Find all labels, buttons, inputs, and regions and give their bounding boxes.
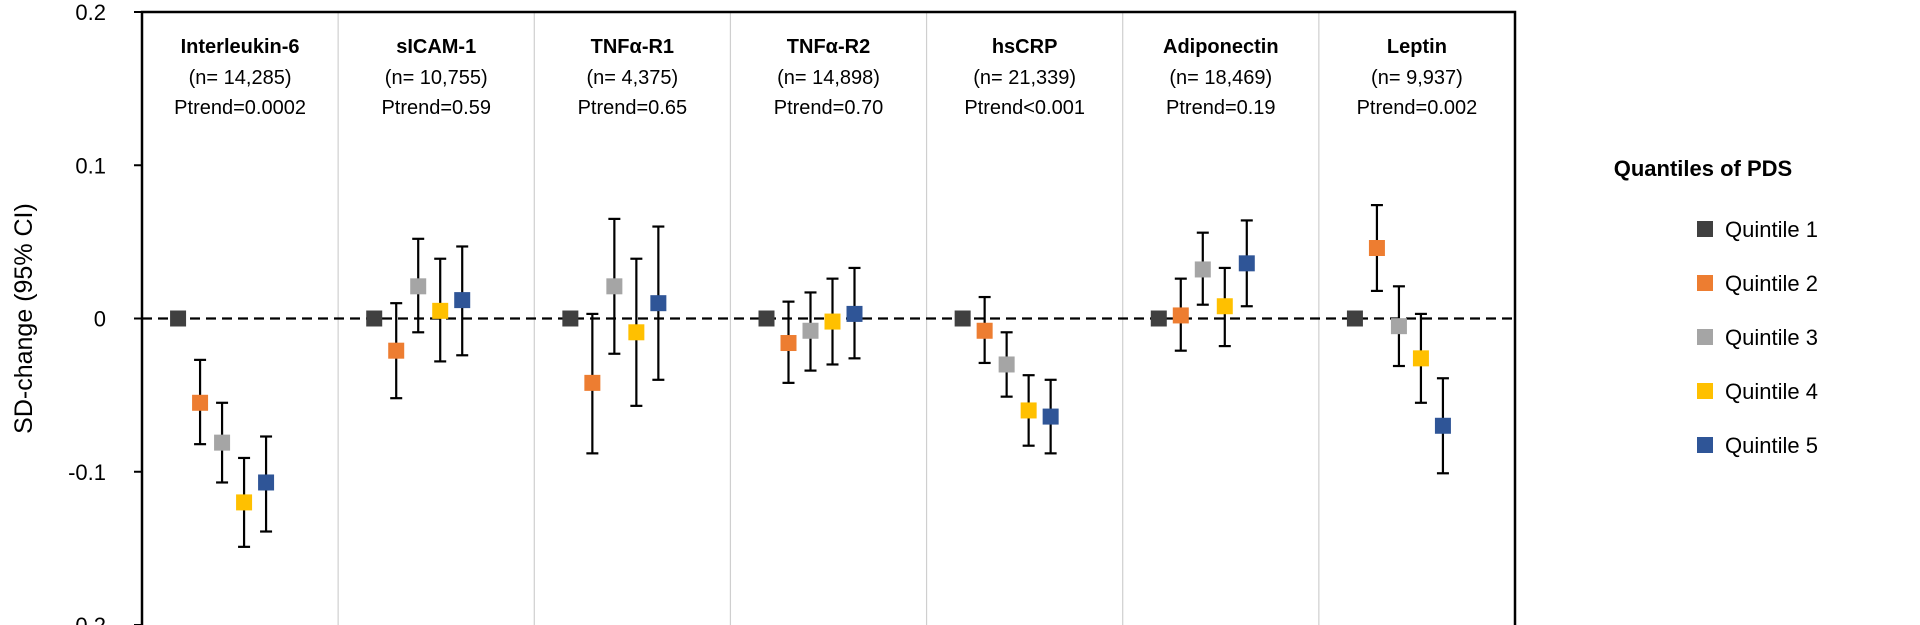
point-quintile-1 xyxy=(758,310,775,327)
point-quintile-3 xyxy=(1390,318,1407,335)
legend-swatch-quintile-3 xyxy=(1697,329,1713,345)
legend-title: Quantiles of PDS xyxy=(1614,156,1792,181)
y-tick-label: 0.2 xyxy=(75,0,106,25)
panel-ptrend: Ptrend=0.002 xyxy=(1357,97,1478,119)
y-axis-label: SD-change (95% CI) xyxy=(10,203,38,434)
point-quintile-1 xyxy=(1346,310,1363,327)
y-tick-label: -0.1 xyxy=(68,460,106,485)
legend-swatch-quintile-4 xyxy=(1697,383,1713,399)
panel-ptrend: Ptrend=0.0002 xyxy=(174,97,306,119)
legend-label-quintile-5: Quintile 5 xyxy=(1725,433,1818,458)
legend: Quantiles of PDS Quintile 1 Quintile 2 Qui… xyxy=(1614,156,1818,458)
point-quintile-1 xyxy=(1150,310,1167,327)
panel-n: (n= 21,339) xyxy=(973,67,1076,89)
panel-n: (n= 18,469) xyxy=(1169,67,1272,89)
plot-frame xyxy=(140,10,1517,625)
legend-label-quintile-2: Quintile 2 xyxy=(1725,271,1818,296)
panel-title: sICAM-1 xyxy=(396,36,476,58)
panel-n: (n= 4,375) xyxy=(586,67,678,89)
panel-title: TNFα-R2 xyxy=(787,36,870,58)
panel-sicam-1: sICAM-1 (n= 10,755) Ptrend=0.59 xyxy=(366,36,491,400)
legend-label-quintile-3: Quintile 3 xyxy=(1725,325,1818,350)
panel-ptrend: Ptrend<0.001 xyxy=(964,97,1085,119)
panel-ptrend: Ptrend=0.19 xyxy=(1166,97,1276,119)
point-quintile-1 xyxy=(954,310,971,327)
panel-n: (n= 14,285) xyxy=(189,67,292,89)
y-tick-label: 0.1 xyxy=(75,153,106,178)
point-quintile-2 xyxy=(584,374,601,391)
point-quintile-2 xyxy=(1368,240,1385,257)
point-quintile-2 xyxy=(780,335,797,352)
point-quintile-3 xyxy=(410,278,427,295)
panel-tnf-r1: TNFα-R1 (n= 4,375) Ptrend=0.65 xyxy=(562,36,688,455)
point-quintile-5 xyxy=(258,474,275,491)
panel-title: hsCRP xyxy=(992,36,1058,58)
panels: Interleukin-6 (n= 14,285) Ptrend=0.0002 sIC… xyxy=(170,36,1478,548)
point-quintile-3 xyxy=(802,322,819,339)
point-quintile-5 xyxy=(1042,408,1059,425)
legend-swatch-quintile-2 xyxy=(1697,275,1713,291)
panel-ptrend: Ptrend=0.65 xyxy=(578,97,688,119)
point-quintile-2 xyxy=(1172,307,1189,324)
panel-title: Leptin xyxy=(1387,36,1447,58)
legend-swatch-quintile-1 xyxy=(1697,221,1713,237)
panel-tnf-r2: TNFα-R2 (n= 14,898) Ptrend=0.70 xyxy=(758,36,884,384)
panel-interleukin-6: Interleukin-6 (n= 14,285) Ptrend=0.0002 xyxy=(170,36,306,548)
point-quintile-5 xyxy=(846,305,863,322)
point-quintile-4 xyxy=(236,494,253,511)
point-quintile-5 xyxy=(454,292,471,309)
panel-n: (n= 10,755) xyxy=(385,67,488,89)
point-quintile-4 xyxy=(824,313,841,330)
point-quintile-1 xyxy=(366,310,383,327)
point-quintile-5 xyxy=(1434,417,1451,434)
point-quintile-5 xyxy=(1238,255,1255,272)
point-quintile-5 xyxy=(650,295,667,312)
y-axis: 0.2 0.1 0 -0.1 -0.2 xyxy=(68,0,142,625)
panel-n: (n= 9,937) xyxy=(1371,67,1463,89)
point-quintile-2 xyxy=(388,342,405,359)
point-quintile-3 xyxy=(998,356,1015,373)
point-quintile-4 xyxy=(628,324,645,341)
point-quintile-3 xyxy=(606,278,623,295)
point-quintile-2 xyxy=(976,322,993,339)
legend-swatch-quintile-5 xyxy=(1697,437,1713,453)
point-quintile-4 xyxy=(1020,402,1037,419)
panel-hscrp: hsCRP (n= 21,339) Ptrend<0.001 xyxy=(954,36,1085,455)
point-quintile-1 xyxy=(170,310,187,327)
legend-label-quintile-1: Quintile 1 xyxy=(1725,217,1818,242)
point-quintile-2 xyxy=(192,394,209,411)
point-quintile-1 xyxy=(562,310,579,327)
panel-title: Adiponectin xyxy=(1163,36,1279,58)
panel-ptrend: Ptrend=0.70 xyxy=(774,97,884,119)
y-tick-label: -0.2 xyxy=(68,613,106,625)
legend-label-quintile-4: Quintile 4 xyxy=(1725,379,1818,404)
panel-title: TNFα-R1 xyxy=(591,36,674,58)
point-quintile-4 xyxy=(432,302,449,319)
panel-adiponectin: Adiponectin (n= 18,469) Ptrend=0.19 xyxy=(1150,36,1279,352)
point-quintile-3 xyxy=(1194,261,1211,278)
panel-title: Interleukin-6 xyxy=(181,36,300,58)
y-tick-label: 0 xyxy=(94,307,106,332)
panel-ptrend: Ptrend=0.59 xyxy=(381,97,491,119)
point-quintile-4 xyxy=(1216,298,1233,315)
point-quintile-3 xyxy=(214,434,231,451)
panel-leptin: Leptin (n= 9,937) Ptrend=0.002 xyxy=(1346,36,1478,475)
point-quintile-4 xyxy=(1412,350,1429,367)
panel-n: (n= 14,898) xyxy=(777,67,880,89)
